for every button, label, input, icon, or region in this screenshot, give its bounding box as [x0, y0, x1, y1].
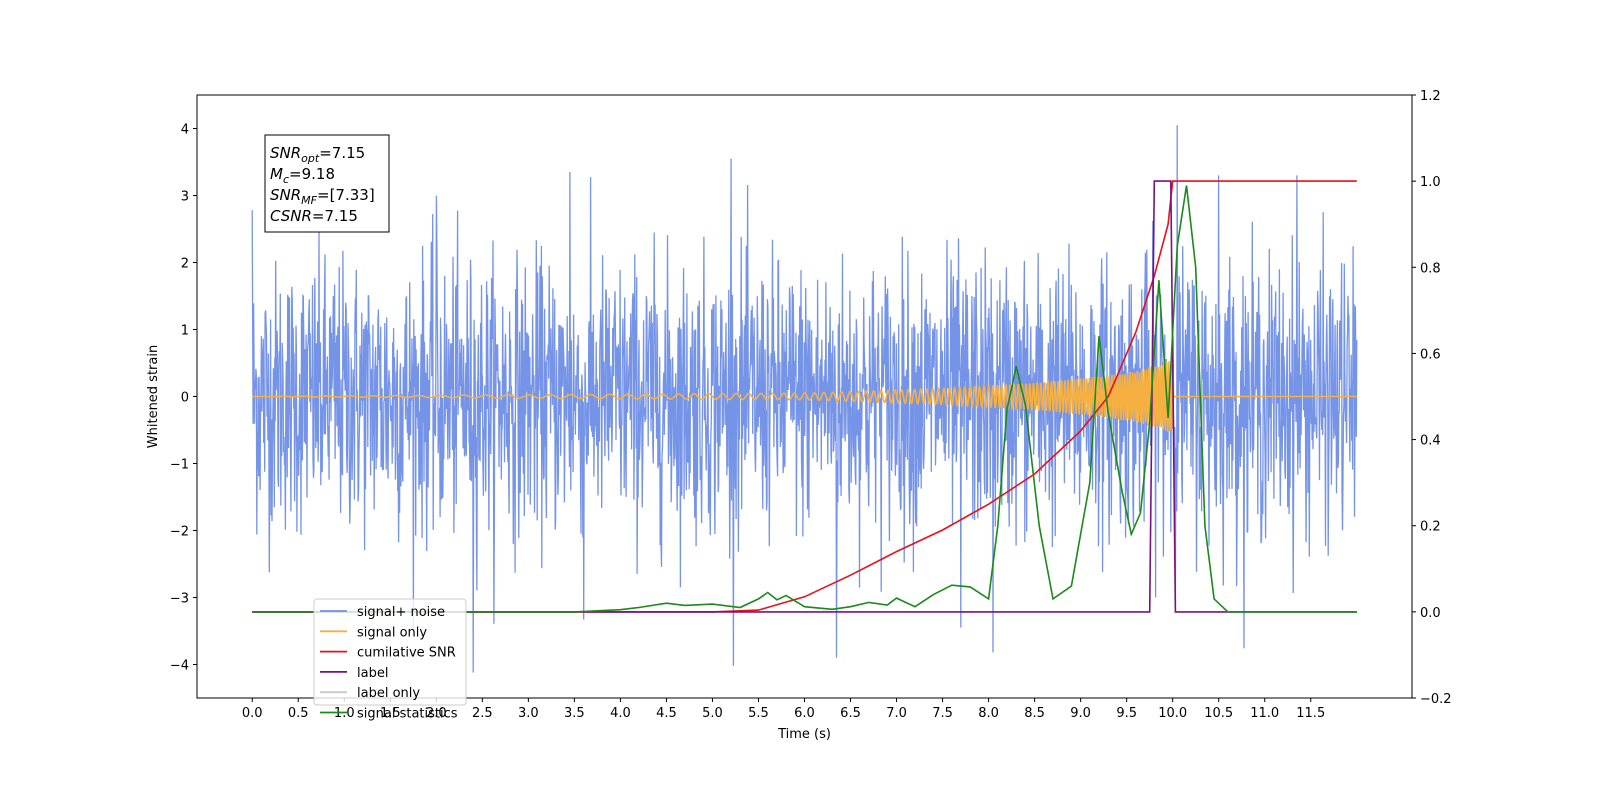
series-line-2 — [252, 180, 1357, 613]
y-tick-label: 2 — [181, 257, 189, 272]
legend: signal+ noise signal only cumilative SNR la… — [313, 598, 467, 722]
y-axis-left: 4 3 2 1 0 −1 −2 −3 −4 — [170, 123, 197, 674]
x-tick-label: 11.5 — [1296, 706, 1325, 721]
x-tick-label: 2.0 — [426, 706, 447, 721]
y2-tick-label: 0.2 — [1420, 520, 1441, 535]
x-tick-label: 3.0 — [518, 706, 539, 721]
y-axis-right: 1.2 1.0 0.8 0.6 0.4 0.2 0.0 −0.2 — [1412, 89, 1452, 707]
x-tick-label: 0.5 — [288, 706, 309, 721]
x-tick-label: 11.0 — [1250, 706, 1279, 721]
x-tick-label: 2.5 — [472, 706, 493, 721]
y-tick-label: −1 — [170, 458, 189, 473]
y-tick-label: −2 — [170, 525, 189, 540]
y2-tick-label: 0.6 — [1420, 347, 1441, 362]
annotation-line: SNRopt=7.15 — [270, 144, 365, 165]
x-tick-label: 1.5 — [380, 706, 401, 721]
x-tick-label: 4.5 — [656, 706, 677, 721]
x-axis: 0.0 0.5 1.0 1.5 2.0 2.5 3.0 3.5 4.0 4.5 5.0 5.5 6.0 6… — [242, 698, 1325, 721]
y-tick-label: 3 — [181, 190, 189, 205]
annotation-frame — [264, 134, 390, 233]
series-line-5 — [252, 185, 1357, 613]
x-tick-label: 4.0 — [610, 706, 631, 721]
x-tick-label: 5.5 — [748, 706, 769, 721]
y2-tick-label: 1.0 — [1420, 175, 1441, 190]
y-tick-label: −4 — [170, 659, 189, 674]
y2-tick-label: 0.4 — [1420, 434, 1441, 449]
legend-frame — [313, 598, 467, 706]
y2-tick-label: 1.2 — [1420, 89, 1441, 104]
legend-entry: cumilative SNR — [357, 646, 456, 661]
x-tick-label: 0.0 — [242, 706, 263, 721]
y2-tick-label: 0.8 — [1420, 261, 1441, 276]
x-tick-label: 3.5 — [564, 706, 585, 721]
annotation-line: SNRMF=[7.33] — [270, 186, 375, 207]
x-tick-label: 5.0 — [702, 706, 723, 721]
x-tick-label: 8.5 — [1024, 706, 1045, 721]
series-layer — [251, 125, 1358, 673]
legend-entry: label — [357, 666, 388, 681]
annotation-line: CSNR=7.15 — [270, 207, 358, 225]
x-tick-label: 10.0 — [1158, 706, 1187, 721]
x-tick-label: 8.0 — [978, 706, 999, 721]
x-tick-label: 9.0 — [1070, 706, 1091, 721]
x-axis-label: Time (s) — [777, 727, 831, 742]
y2-tick-label: 0.0 — [1420, 606, 1441, 621]
x-tick-label: 9.5 — [1116, 706, 1137, 721]
x-tick-label: 6.0 — [794, 706, 815, 721]
x-tick-label: 10.5 — [1204, 706, 1233, 721]
y-tick-label: 0 — [181, 391, 189, 406]
x-tick-label: 6.5 — [840, 706, 861, 721]
legend-entry: signal+ noise — [357, 605, 445, 620]
x-tick-label: 7.5 — [932, 706, 953, 721]
x-tick-label: 7.0 — [886, 706, 907, 721]
y-tick-label: −3 — [170, 592, 189, 607]
legend-entry: label only — [357, 686, 420, 701]
annotation-line: Mc=9.18 — [270, 165, 335, 186]
y2-tick-label: −0.2 — [1420, 692, 1452, 707]
y-tick-label: 1 — [181, 324, 189, 339]
y-tick-label: 4 — [181, 123, 189, 138]
legend-entry: signal only — [357, 625, 427, 640]
x-tick-label: 1.0 — [334, 706, 355, 721]
legend-entry: signal statistics — [357, 707, 458, 722]
y-axis-label: Whitened strain — [146, 345, 161, 448]
series-line-3 — [252, 180, 1357, 613]
